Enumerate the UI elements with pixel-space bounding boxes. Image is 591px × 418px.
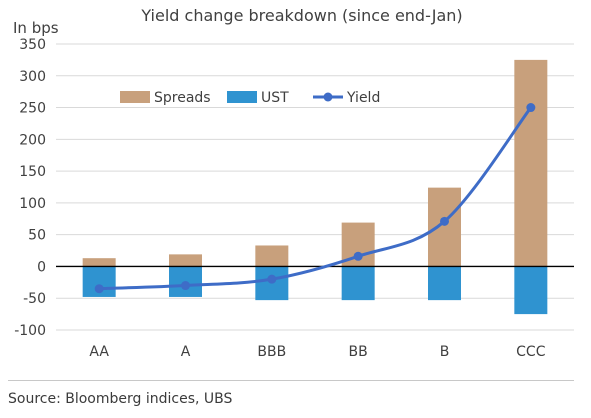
x-tick-label: AA <box>89 344 109 360</box>
yield-point <box>526 103 536 113</box>
yield-point <box>267 274 277 284</box>
yield-point <box>440 216 449 226</box>
y-tick-label: 250 <box>19 101 46 117</box>
legend: Spreads UST Yield <box>120 90 380 106</box>
yield-point <box>353 251 363 261</box>
ust-bar <box>514 266 548 315</box>
y-tick-label: 50 <box>28 228 46 244</box>
x-tick-label: BBB <box>257 344 286 360</box>
y-tick-label: 150 <box>19 164 46 180</box>
y-tick-label: 300 <box>19 69 46 85</box>
yield-point <box>181 281 190 291</box>
spreads-bar <box>255 245 289 267</box>
x-tick-label: B <box>440 344 450 360</box>
yield-legend-marker <box>323 92 333 102</box>
y-tick-label: 100 <box>19 196 46 212</box>
x-tick-label: CCC <box>516 344 546 360</box>
x-tick-labels: AA A BBB BB B CCC <box>89 344 545 360</box>
spreads-bar <box>82 258 116 267</box>
y-tick-label: -50 <box>23 291 46 307</box>
y-axis-unit-label: In bps <box>13 19 59 37</box>
ust-legend-label: UST <box>261 90 289 106</box>
source-divider <box>8 380 574 381</box>
y-tick-label: -100 <box>14 323 46 339</box>
spreads-legend-swatch <box>120 91 150 103</box>
spreads-legend-label: Spreads <box>154 90 211 106</box>
y-tick-label: 0 <box>37 259 46 275</box>
chart-title: Yield change breakdown (since end-Jan) <box>140 6 462 25</box>
y-tick-label: 350 <box>19 37 46 53</box>
yield-point <box>94 284 104 294</box>
y-tick-label: 200 <box>19 132 46 148</box>
spreads-bar <box>428 187 461 267</box>
ust-bar <box>428 266 461 301</box>
source-note: Source: Bloomberg indices, UBS <box>8 391 233 407</box>
spreads-bar <box>169 254 202 267</box>
yield-line <box>94 103 536 294</box>
y-tick-labels: -100 -50 0 50 100 150 200 250 300 350 <box>14 37 46 339</box>
spreads-bar <box>514 59 548 267</box>
ust-bar <box>341 266 375 301</box>
x-tick-label: A <box>181 344 191 360</box>
x-tick-label: BB <box>349 344 368 360</box>
yield-line-path <box>99 106 533 291</box>
yield-legend-label: Yield <box>346 90 380 106</box>
ust-legend-swatch <box>227 91 257 103</box>
gridlines <box>56 43 574 331</box>
